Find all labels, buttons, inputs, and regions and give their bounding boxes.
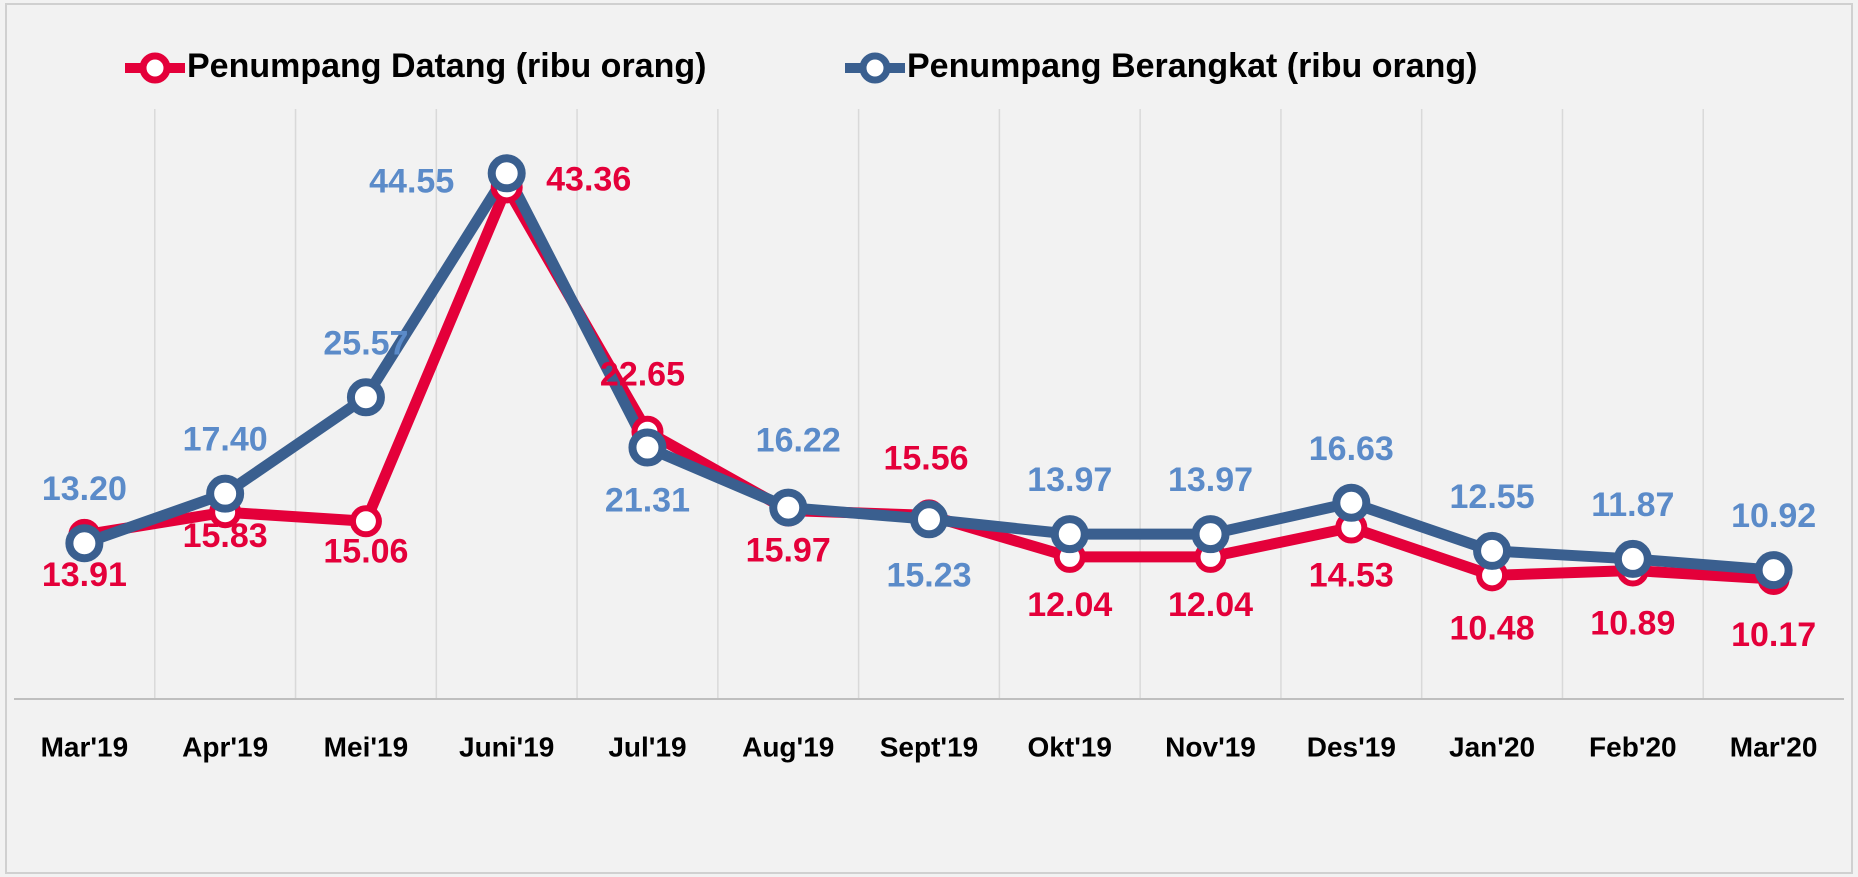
data-point	[346, 378, 385, 417]
x-tick-label: Feb'20	[1589, 731, 1677, 762]
x-tick-label: Okt'19	[1028, 731, 1112, 762]
data-point	[1191, 515, 1230, 554]
data-point	[1473, 531, 1512, 570]
data-label: 25.57	[323, 324, 408, 362]
data-label: 13.20	[42, 470, 127, 508]
x-tick-label: Sept'19	[880, 731, 978, 762]
x-tick-label: Des'19	[1307, 731, 1396, 762]
data-label: 16.22	[756, 422, 841, 460]
data-label: 12.04	[1027, 586, 1112, 624]
data-label: 13.97	[1168, 461, 1253, 499]
data-point	[910, 500, 948, 539]
x-tick-label: Nov'19	[1165, 731, 1256, 762]
x-tick-label: Jul'19	[608, 731, 686, 762]
x-tick-label: Mei'19	[324, 731, 408, 762]
data-label: 11.87	[1591, 486, 1674, 524]
legend-marker	[139, 52, 171, 84]
data-label: 15.83	[183, 517, 268, 555]
x-tick-label: Jan'20	[1449, 731, 1535, 762]
data-point	[1332, 483, 1371, 522]
data-label: 13.97	[1027, 461, 1112, 499]
data-label: 22.65	[600, 356, 685, 394]
data-label: 14.53	[1309, 557, 1394, 595]
data-label: 43.36	[546, 160, 631, 198]
data-label: 15.56	[883, 439, 968, 477]
x-tick-label: Juni'19	[459, 731, 554, 762]
legend-label: Penumpang Berangkat (ribu orang)	[907, 47, 1478, 85]
data-point	[487, 154, 526, 193]
data-label: 10.48	[1450, 609, 1535, 647]
legend-marker	[859, 52, 891, 84]
data-label: 15.23	[886, 556, 971, 594]
data-label: 12.04	[1168, 586, 1253, 624]
data-label: 12.55	[1450, 478, 1535, 516]
data-point	[65, 524, 104, 563]
data-label: 15.06	[323, 532, 408, 570]
data-label: 21.31	[605, 482, 690, 520]
legend-label: Penumpang Datang (ribu orang)	[187, 47, 706, 85]
data-label: 10.89	[1590, 604, 1675, 642]
data-point	[769, 488, 808, 527]
data-label: 44.55	[369, 162, 454, 200]
data-label: 10.92	[1731, 497, 1816, 535]
data-label: 10.17	[1731, 616, 1816, 654]
data-label: 17.40	[183, 421, 268, 459]
data-point	[206, 474, 245, 513]
x-tick-label: Mar'19	[41, 731, 129, 762]
x-tick-label: Mar'20	[1730, 731, 1818, 762]
data-point	[1613, 539, 1652, 578]
data-point	[628, 428, 667, 467]
data-label: 16.63	[1309, 430, 1394, 468]
data-point	[1754, 551, 1793, 590]
data-point	[1050, 515, 1089, 554]
x-tick-label: Aug'19	[742, 731, 834, 762]
x-tick-label: Apr'19	[182, 731, 268, 762]
data-point	[349, 505, 382, 538]
data-label: 15.97	[746, 532, 831, 570]
